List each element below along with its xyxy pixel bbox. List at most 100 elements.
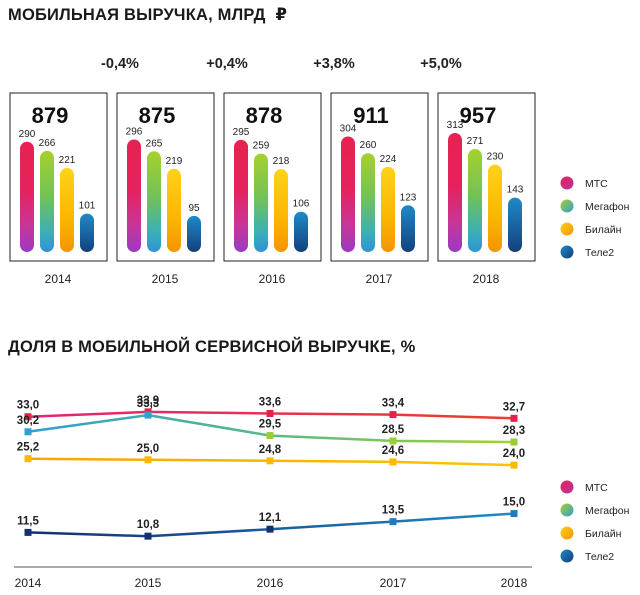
data-point-mts xyxy=(24,413,32,421)
data-point-megafon xyxy=(266,432,274,440)
bar-value-label: 296 xyxy=(126,127,143,138)
year-total-label: 879 xyxy=(32,103,69,128)
legend-megafon-label: Мегафон xyxy=(585,505,630,517)
data-label-mts: 32,7 xyxy=(503,401,525,413)
year-panel xyxy=(437,92,536,262)
bar-value-label: 259 xyxy=(253,141,270,152)
legend-tele2-icon xyxy=(560,549,574,563)
data-point-tele2 xyxy=(266,525,274,533)
bar-mts xyxy=(20,141,34,252)
bar-beeline xyxy=(274,169,288,252)
bar-beeline xyxy=(167,168,181,252)
data-label-tele2: 12,1 xyxy=(259,512,282,524)
data-point-tele2 xyxy=(389,518,397,526)
bar-tele2 xyxy=(187,215,201,252)
legend-mts-label: МТС xyxy=(585,178,608,190)
year-total-label: 875 xyxy=(139,103,176,128)
data-point-mts xyxy=(266,410,274,418)
bar-beeline xyxy=(488,164,502,252)
bar-tele2 xyxy=(508,197,522,252)
data-point-tele2 xyxy=(510,510,518,518)
data-point-beeline xyxy=(24,455,32,463)
legend-beeline-icon xyxy=(560,526,574,540)
bar-value-label: 123 xyxy=(400,192,417,203)
data-label-beeline: 25,2 xyxy=(17,442,39,454)
data-point-beeline xyxy=(389,458,397,466)
x-axis-tick-label: 2014 xyxy=(15,576,42,590)
bar-value-label: 143 xyxy=(507,185,524,196)
bar-value-label: 106 xyxy=(293,199,310,210)
growth-label: +0,4% xyxy=(206,56,248,72)
currency-unit: ₽ xyxy=(275,6,288,24)
data-label-mts: 33,0 xyxy=(17,400,39,412)
legend-beeline-label: Билайн xyxy=(585,224,622,236)
data-label-tele2: 11,5 xyxy=(17,515,39,527)
legend-megafon-label: Мегафон xyxy=(585,201,630,213)
year-axis-label: 2014 xyxy=(45,272,72,286)
data-label-beeline: 25,0 xyxy=(137,443,159,455)
revenue-chart-title: МОБИЛЬНАЯ ВЫРУЧКА, МЛРД ₽ xyxy=(8,6,288,24)
legend-tele2-icon xyxy=(560,245,574,259)
legend-tele2-label: Теле2 xyxy=(585,551,614,563)
legend-mts-icon xyxy=(560,176,574,190)
bar-chart-legend: МТС Мегафон Билайн Теле2 xyxy=(560,176,630,259)
data-label-megafon: 30,2 xyxy=(17,415,39,427)
x-axis-tick-label: 2018 xyxy=(501,576,528,590)
bar-megafon xyxy=(361,153,375,252)
bar-mts xyxy=(448,133,462,252)
bar-value-label: 95 xyxy=(188,203,200,214)
year-axis-label: 2017 xyxy=(366,272,393,286)
bar-mts xyxy=(127,139,141,252)
data-point-mts xyxy=(389,411,397,419)
growth-label: +5,0% xyxy=(420,56,462,72)
data-label-mts: 33,9 xyxy=(137,395,159,407)
bar-value-label: 266 xyxy=(39,138,56,149)
growth-label: +3,8% xyxy=(313,56,355,72)
bar-megafon xyxy=(254,153,268,252)
bar-value-label: 224 xyxy=(380,154,397,165)
bar-tele2 xyxy=(80,213,94,252)
bar-megafon xyxy=(468,149,482,252)
growth-label: -0,4% xyxy=(101,56,139,72)
year-axis-label: 2018 xyxy=(473,272,500,286)
bar-value-label: 304 xyxy=(340,123,357,134)
year-axis-label: 2016 xyxy=(259,272,286,286)
data-label-megafon: 33,3 xyxy=(137,398,159,410)
data-label-beeline: 24,8 xyxy=(259,444,282,456)
legend-mts-icon xyxy=(560,480,574,494)
bar-value-label: 101 xyxy=(79,201,96,212)
data-point-tele2 xyxy=(144,532,152,540)
year-panel xyxy=(330,92,429,262)
data-point-megafon xyxy=(389,437,397,445)
bar-mts xyxy=(234,139,248,252)
bar-mts xyxy=(341,136,355,252)
legend-beeline-label: Билайн xyxy=(585,528,622,540)
bar-value-label: 219 xyxy=(166,156,183,167)
legend-megafon-icon xyxy=(560,199,574,213)
data-point-megafon xyxy=(24,428,32,436)
year-total-label: 878 xyxy=(246,103,283,128)
bar-value-label: 313 xyxy=(447,120,464,131)
data-point-beeline xyxy=(510,461,518,469)
bar-beeline xyxy=(381,166,395,252)
data-label-megafon: 28,3 xyxy=(503,425,525,437)
bar-tele2 xyxy=(401,205,415,252)
year-axis-label: 2015 xyxy=(152,272,179,286)
bar-value-label: 265 xyxy=(146,138,163,149)
data-label-megafon: 29,5 xyxy=(259,419,282,431)
x-axis-tick-label: 2015 xyxy=(135,576,162,590)
data-label-beeline: 24,6 xyxy=(382,445,404,457)
bar-value-label: 221 xyxy=(59,155,76,166)
year-panel xyxy=(116,92,215,262)
data-label-tele2: 13,5 xyxy=(382,505,405,517)
data-label-megafon: 28,5 xyxy=(382,424,405,436)
legend-mts-label: МТС xyxy=(585,482,608,494)
bar-value-label: 260 xyxy=(360,140,377,151)
bar-megafon xyxy=(147,151,161,252)
data-label-mts: 33,4 xyxy=(382,398,405,410)
x-axis-tick-label: 2017 xyxy=(380,576,407,590)
